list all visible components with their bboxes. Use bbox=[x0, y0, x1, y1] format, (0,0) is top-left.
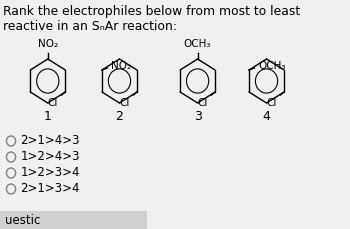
Text: OCH₃: OCH₃ bbox=[184, 39, 211, 49]
Text: OCH₃: OCH₃ bbox=[258, 61, 286, 71]
Text: 4: 4 bbox=[262, 111, 271, 123]
Text: Cl: Cl bbox=[266, 98, 277, 108]
Text: 1>2>3>4: 1>2>3>4 bbox=[20, 166, 80, 180]
Text: 2: 2 bbox=[116, 111, 124, 123]
Text: 1: 1 bbox=[44, 111, 52, 123]
Text: Cl: Cl bbox=[197, 98, 208, 108]
Text: Rank the electrophiles below from most to least reactive in an SₙAr reaction:: Rank the electrophiles below from most t… bbox=[3, 5, 300, 33]
Text: NO₂: NO₂ bbox=[38, 39, 58, 49]
Text: Cl: Cl bbox=[119, 98, 130, 108]
Text: 3: 3 bbox=[194, 111, 202, 123]
Text: NO₂: NO₂ bbox=[111, 61, 131, 71]
Text: 2>1>4>3: 2>1>4>3 bbox=[20, 134, 80, 147]
Text: uestic: uestic bbox=[5, 213, 40, 226]
Text: 2>1>3>4: 2>1>3>4 bbox=[20, 183, 80, 196]
Text: Cl: Cl bbox=[48, 98, 58, 108]
Text: 1>2>4>3: 1>2>4>3 bbox=[20, 150, 80, 164]
FancyBboxPatch shape bbox=[0, 211, 147, 229]
